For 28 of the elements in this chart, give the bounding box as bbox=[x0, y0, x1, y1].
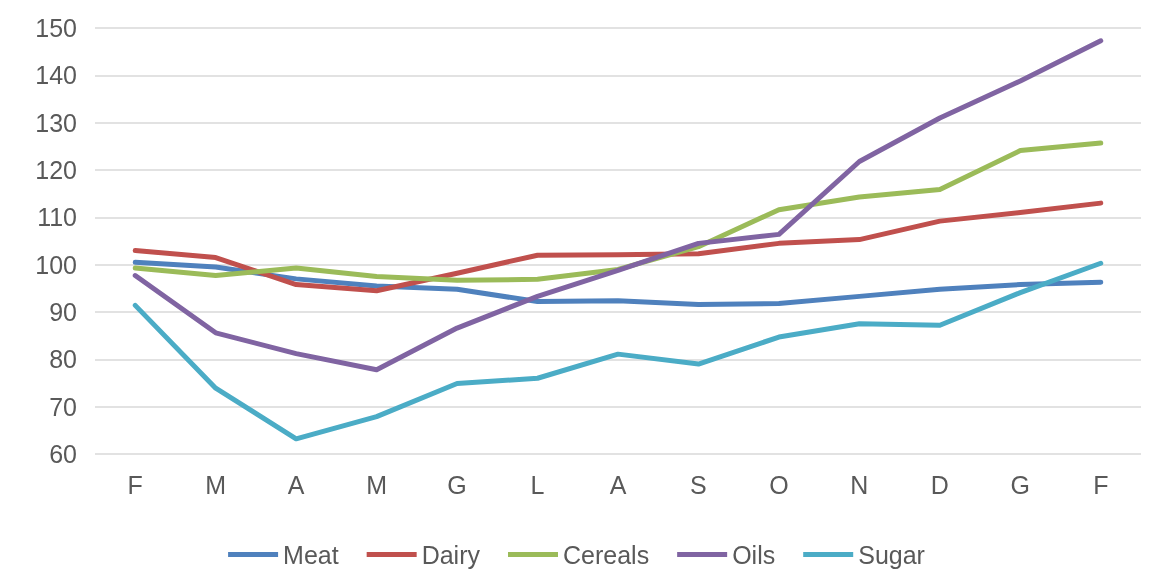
x-tick-label: N bbox=[850, 470, 869, 499]
x-tick-label: S bbox=[690, 470, 707, 499]
y-tick-label: 140 bbox=[35, 61, 77, 90]
x-tick-label: A bbox=[609, 470, 627, 499]
x-tick-label: M bbox=[366, 470, 388, 499]
y-tick-label: 70 bbox=[49, 392, 77, 421]
x-tick-label: A bbox=[287, 470, 305, 499]
y-tick-label: 90 bbox=[49, 298, 77, 326]
x-tick-label: D bbox=[930, 470, 949, 499]
x-tick-label: F bbox=[127, 470, 143, 499]
y-tick-label: 110 bbox=[37, 203, 77, 232]
y-tick-label: 150 bbox=[35, 14, 77, 42]
x-tick-label: G bbox=[1010, 470, 1031, 499]
legend-label: Dairy bbox=[421, 540, 481, 569]
y-tick-label: 100 bbox=[35, 250, 77, 279]
legend-label: Meat bbox=[283, 540, 339, 569]
x-tick-label: F bbox=[1093, 470, 1109, 499]
x-tick-label: L bbox=[530, 470, 545, 499]
x-tick-label: O bbox=[769, 470, 789, 499]
y-tick-label: 130 bbox=[35, 108, 77, 137]
legend-label: Cereals bbox=[563, 540, 650, 569]
y-tick-label: 120 bbox=[35, 156, 77, 184]
y-tick-label: 60 bbox=[49, 440, 77, 468]
x-tick-label: G bbox=[447, 470, 467, 499]
y-tick-label: 80 bbox=[49, 345, 77, 374]
legend-label: Oils bbox=[732, 540, 776, 569]
legend-label: Sugar bbox=[858, 540, 925, 569]
x-tick-label: M bbox=[205, 470, 227, 499]
